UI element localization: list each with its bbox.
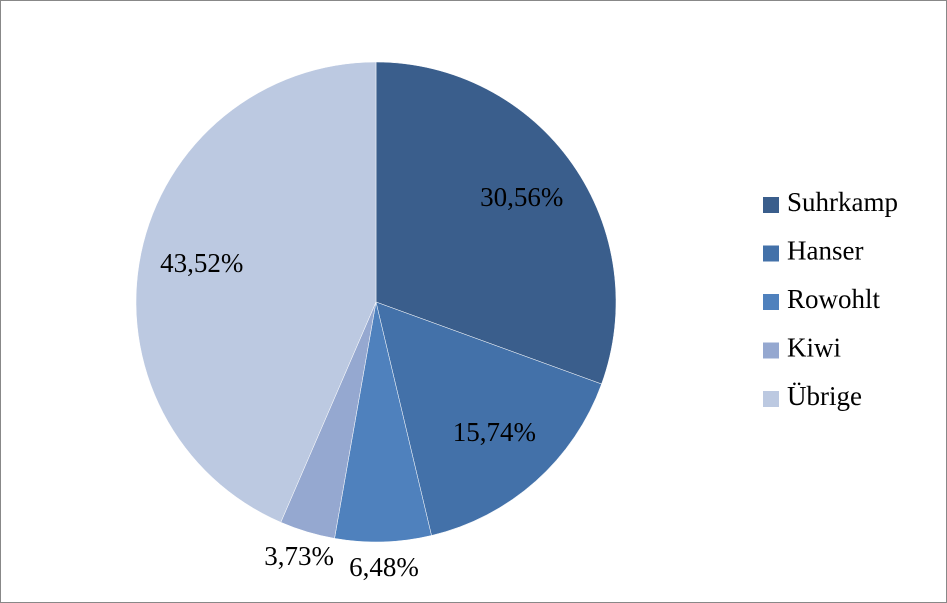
legend-swatch bbox=[763, 342, 779, 359]
legend-label: Kiwi bbox=[787, 333, 841, 363]
legend-swatch bbox=[763, 245, 779, 262]
data-label: 6,48% bbox=[349, 552, 419, 582]
pie-slice bbox=[375, 61, 617, 385]
legend-swatch bbox=[763, 197, 779, 213]
data-label: 30,56% bbox=[480, 182, 563, 212]
legend-swatch bbox=[763, 391, 779, 407]
legend-label: Hanser bbox=[787, 236, 863, 266]
data-label: 3,73% bbox=[264, 541, 334, 571]
data-label: 15,74% bbox=[453, 417, 536, 447]
legend-label: Übrige bbox=[787, 381, 862, 411]
pie-slice bbox=[375, 301, 602, 536]
pie-slice bbox=[135, 61, 377, 523]
legend-swatch bbox=[763, 294, 779, 310]
data-label: 43,52% bbox=[160, 248, 243, 278]
legend-label: Suhrkamp bbox=[787, 187, 898, 217]
legend-label: Rowohlt bbox=[787, 284, 881, 314]
